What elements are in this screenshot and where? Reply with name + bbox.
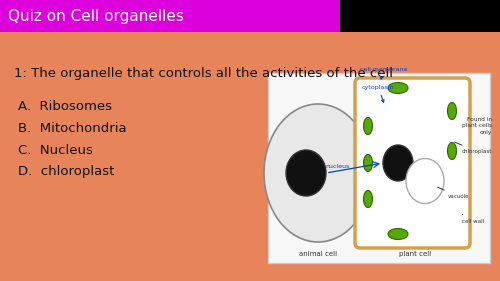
Bar (0, 32, 500, 281)
Ellipse shape (388, 83, 408, 94)
Bar (268, 73, 490, 263)
Ellipse shape (448, 142, 456, 160)
Text: vacuole: vacuole (438, 187, 470, 199)
Ellipse shape (364, 117, 372, 135)
FancyBboxPatch shape (355, 78, 470, 248)
Text: cell wall: cell wall (462, 214, 484, 224)
Ellipse shape (364, 191, 372, 207)
Text: A.  Ribosomes: A. Ribosomes (18, 99, 112, 112)
Text: cytoplasm: cytoplasm (362, 85, 394, 102)
Bar (0, 0, 340, 32)
Text: nucleus: nucleus (326, 164, 350, 169)
Text: animal cell: animal cell (299, 251, 337, 257)
Text: Quiz on Cell organelles: Quiz on Cell organelles (8, 8, 184, 24)
Text: chloroplast: chloroplast (454, 142, 492, 154)
Ellipse shape (264, 104, 372, 242)
Ellipse shape (448, 103, 456, 119)
Text: cell membrane: cell membrane (360, 67, 408, 79)
Ellipse shape (286, 150, 326, 196)
Ellipse shape (383, 145, 413, 181)
Text: Found in
plant cells
only: Found in plant cells only (462, 117, 492, 135)
Text: C.  Nucleus: C. Nucleus (18, 144, 93, 157)
Ellipse shape (406, 158, 444, 203)
Ellipse shape (364, 155, 372, 171)
Text: B.  Mitochondria: B. Mitochondria (18, 121, 126, 135)
Text: plant cell: plant cell (399, 251, 431, 257)
Ellipse shape (388, 228, 408, 239)
Text: 1: The organelle that controls all the activities of the cell: 1: The organelle that controls all the a… (14, 67, 393, 80)
Text: D.  chloroplast: D. chloroplast (18, 166, 114, 178)
